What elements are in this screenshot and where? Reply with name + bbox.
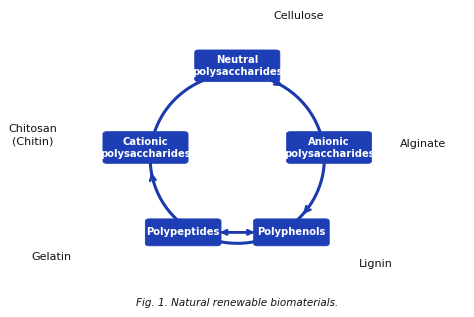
Text: Cationic
polysaccharides: Cationic polysaccharides xyxy=(100,137,191,158)
FancyBboxPatch shape xyxy=(286,132,372,163)
Text: Fig. 1. Natural renewable biomaterials.: Fig. 1. Natural renewable biomaterials. xyxy=(136,298,338,308)
Text: Polypeptides: Polypeptides xyxy=(146,227,220,237)
Text: Cellulose: Cellulose xyxy=(273,10,324,21)
Text: Anionic
polysaccharides: Anionic polysaccharides xyxy=(284,137,374,158)
Text: Chitosan
(Chitin): Chitosan (Chitin) xyxy=(8,124,57,146)
FancyBboxPatch shape xyxy=(103,132,188,163)
Text: Neutral
polysaccharides: Neutral polysaccharides xyxy=(192,55,283,77)
FancyBboxPatch shape xyxy=(145,219,221,246)
FancyBboxPatch shape xyxy=(254,219,329,246)
FancyBboxPatch shape xyxy=(195,50,280,82)
Text: Gelatin: Gelatin xyxy=(31,252,72,262)
Text: Lignin: Lignin xyxy=(359,259,393,269)
Text: Alginate: Alginate xyxy=(400,139,447,149)
Text: Polyphenols: Polyphenols xyxy=(257,227,326,237)
